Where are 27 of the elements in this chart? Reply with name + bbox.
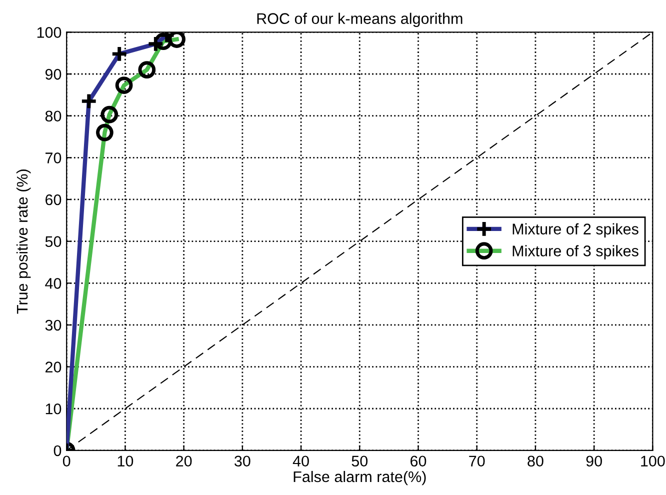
y-tick-label: 70 (46, 152, 62, 164)
y-tick-label: 20 (46, 362, 62, 372)
x-tick-label: 80 (528, 456, 544, 467)
y-tick-label: 0 (54, 445, 62, 456)
x-tick-label: 0 (62, 456, 70, 467)
x-tick-label: 40 (292, 456, 309, 467)
x-tick-label: 30 (234, 456, 250, 467)
y-tick-label: 80 (45, 110, 62, 122)
y-tick-label: 60 (46, 194, 62, 206)
x-axis-title: False alarm rate(%) (294, 470, 426, 486)
x-tick-label: 20 (176, 456, 192, 467)
chart-title: ROC of our k-means algorithm (257, 12, 462, 28)
y-tick-label: 10 (46, 403, 62, 414)
x-tick-label: 100 (641, 456, 665, 467)
x-tick-label: 50 (352, 456, 368, 467)
y-tick-label: 90 (45, 68, 62, 80)
y-tick-label: 100 (37, 27, 62, 38)
x-tick-label: 70 (469, 456, 485, 467)
legend-label: Mixture of 3 spikes (512, 245, 638, 260)
legend-label: Mixture of 2 spikes (512, 223, 638, 238)
x-tick-label: 90 (586, 456, 602, 467)
y-tick-label: 40 (45, 278, 62, 289)
y-tick-label: 50 (45, 236, 62, 247)
y-axis-title: True positive rate (%) (16, 170, 31, 314)
x-tick-label: 10 (118, 456, 134, 467)
y-tick-label: 30 (45, 320, 62, 331)
x-tick-label: 60 (410, 456, 426, 467)
